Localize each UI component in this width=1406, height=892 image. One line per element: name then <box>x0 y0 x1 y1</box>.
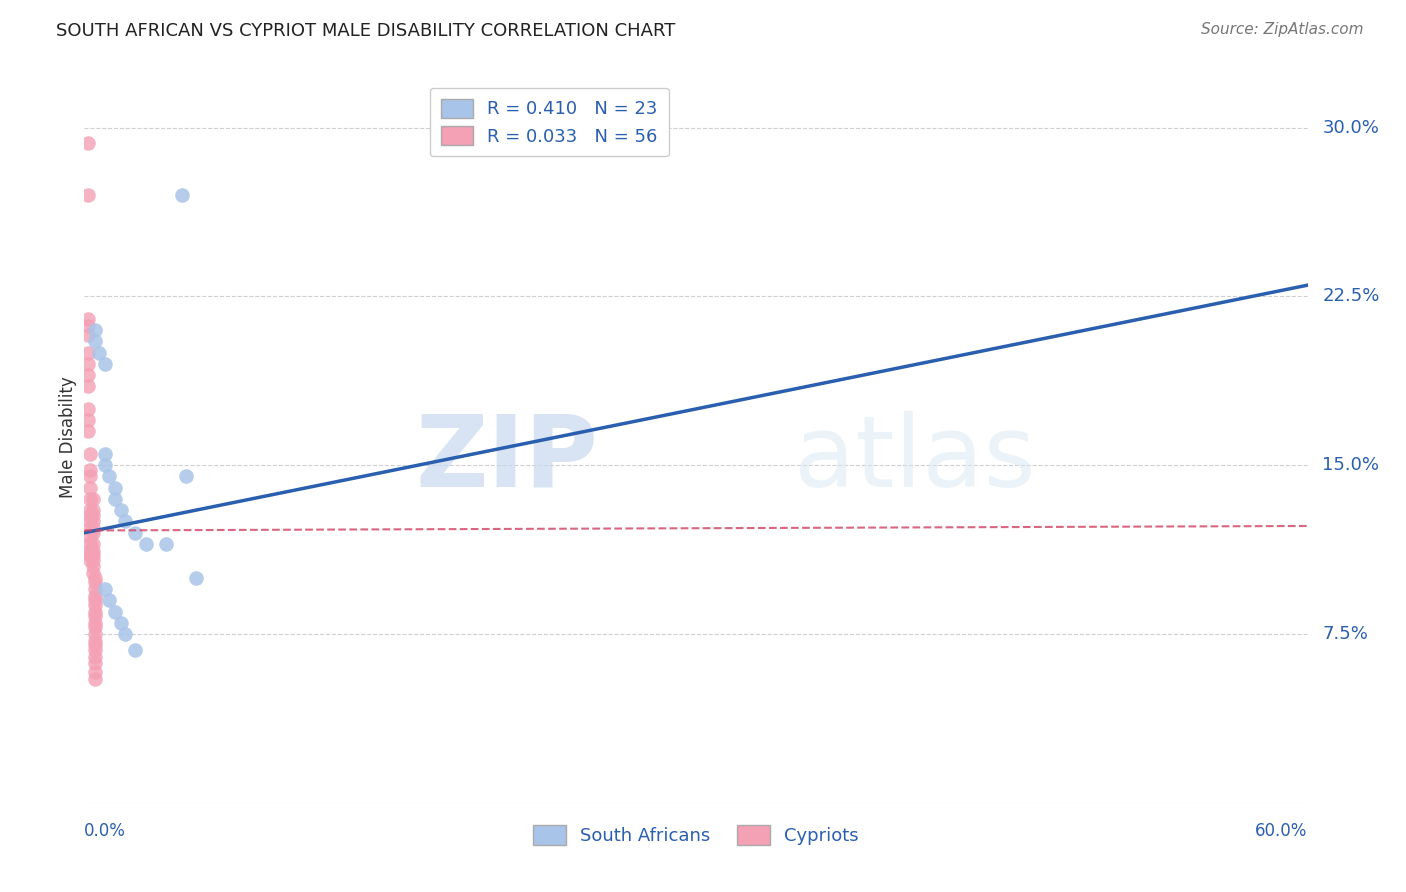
Point <box>83 633 105 648</box>
Point <box>79 537 101 551</box>
Point <box>83 598 105 612</box>
Point <box>83 323 105 337</box>
Point <box>82 553 104 567</box>
Legend: South Africans, Cypriots: South Africans, Cypriots <box>526 818 866 852</box>
Text: ZIP: ZIP <box>415 410 598 508</box>
Point <box>79 491 101 506</box>
Point <box>77 368 100 383</box>
Point <box>83 672 105 686</box>
Point <box>174 469 197 483</box>
Text: Source: ZipAtlas.com: Source: ZipAtlas.com <box>1201 22 1364 37</box>
Point <box>124 525 146 540</box>
Text: 30.0%: 30.0% <box>1322 119 1379 136</box>
Point <box>82 543 104 558</box>
Point <box>83 649 105 664</box>
Point <box>79 515 101 529</box>
Point <box>79 469 101 483</box>
Text: 0.0%: 0.0% <box>84 822 127 839</box>
Point <box>82 537 104 551</box>
Point <box>77 312 100 326</box>
Point <box>79 508 101 522</box>
Point <box>82 503 104 517</box>
Point <box>79 543 101 558</box>
Point <box>104 481 127 495</box>
Text: 15.0%: 15.0% <box>1322 456 1379 475</box>
Point <box>79 548 101 562</box>
Point <box>110 503 132 517</box>
Point <box>79 521 101 535</box>
Point <box>114 627 136 641</box>
Point <box>79 481 101 495</box>
Point <box>155 537 177 551</box>
Point <box>83 638 105 652</box>
Point <box>77 188 100 202</box>
Point <box>172 188 194 202</box>
Point <box>77 345 100 359</box>
Point <box>82 521 104 535</box>
Point <box>77 136 100 151</box>
Point <box>104 491 127 506</box>
Point <box>83 627 105 641</box>
Point <box>79 503 101 517</box>
Point <box>83 615 105 630</box>
Text: atlas: atlas <box>794 410 1035 508</box>
Point <box>77 318 100 333</box>
Point <box>82 508 104 522</box>
Text: 7.5%: 7.5% <box>1322 625 1368 643</box>
Point <box>83 571 105 585</box>
Point <box>97 593 120 607</box>
Point <box>186 571 208 585</box>
Point <box>77 425 100 439</box>
Point <box>77 327 100 342</box>
Text: SOUTH AFRICAN VS CYPRIOT MALE DISABILITY CORRELATION CHART: SOUTH AFRICAN VS CYPRIOT MALE DISABILITY… <box>56 22 676 40</box>
Point <box>82 491 104 506</box>
Point <box>82 548 104 562</box>
Point <box>104 605 127 619</box>
Text: 60.0%: 60.0% <box>1256 822 1308 839</box>
Point <box>135 537 157 551</box>
Point <box>77 379 100 393</box>
Point <box>77 357 100 371</box>
Point <box>83 582 105 596</box>
Point <box>124 642 146 657</box>
Point <box>83 334 105 349</box>
Point <box>77 401 100 416</box>
Y-axis label: Male Disability: Male Disability <box>59 376 77 498</box>
Point <box>93 447 115 461</box>
Point <box>114 515 136 529</box>
Point <box>97 469 120 483</box>
Text: 22.5%: 22.5% <box>1322 287 1379 305</box>
Point <box>79 530 101 544</box>
Point <box>83 589 105 603</box>
Point <box>79 553 101 567</box>
Point <box>83 609 105 624</box>
Point <box>93 357 115 371</box>
Point <box>82 566 104 581</box>
Point <box>110 615 132 630</box>
Point <box>79 447 101 461</box>
Point <box>83 642 105 657</box>
Point <box>83 593 105 607</box>
Point <box>93 458 115 473</box>
Point <box>87 345 110 359</box>
Point <box>83 620 105 634</box>
Point <box>82 559 104 574</box>
Point <box>83 575 105 590</box>
Point <box>83 665 105 680</box>
Point <box>83 605 105 619</box>
Point <box>82 525 104 540</box>
Point <box>82 515 104 529</box>
Point <box>79 463 101 477</box>
Point <box>93 582 115 596</box>
Point <box>83 657 105 671</box>
Point <box>77 413 100 427</box>
